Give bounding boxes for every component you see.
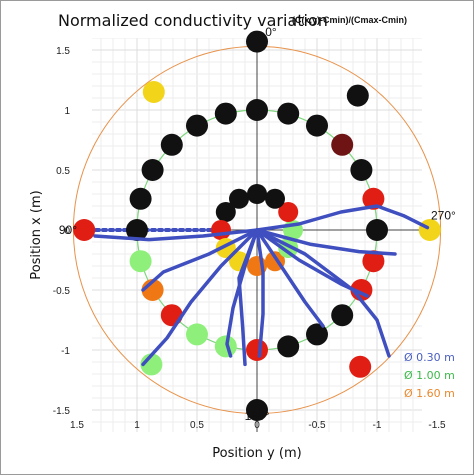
electrode-middle-15: [331, 304, 354, 327]
electrode-middle-14: [306, 323, 328, 346]
x-tick-label: 0: [254, 420, 260, 431]
chart-subtitle: (C(x,y)-Cmin)/(Cmax-Cmin): [292, 15, 408, 25]
electrode-outer-7: [246, 399, 268, 421]
electrode-middle-12: [246, 339, 268, 361]
electrode-inner-0: [247, 184, 267, 204]
legend-entry-2: Ø 1.60 m: [404, 387, 455, 400]
x-tick-label: -1: [373, 420, 382, 431]
y-tick-label: 0.5: [56, 166, 70, 177]
electrode-middle-23: [277, 102, 300, 125]
electrode-outer-1: [142, 81, 165, 103]
electrode-middle-17: [362, 250, 385, 273]
electrode-outer-3: [73, 219, 96, 241]
y-axis-label: Position x (m): [29, 190, 44, 279]
electrodes: [73, 30, 441, 421]
root-trace-2: [141, 228, 259, 367]
y-tick-label: 1.5: [56, 46, 70, 57]
electrode-middle-7: [129, 250, 152, 273]
angle-labels: 0° 90° 180° 270°: [59, 25, 456, 423]
electrode-middle-20: [350, 159, 373, 181]
root-trace-5: [237, 228, 259, 367]
electrode-middle-18: [366, 219, 388, 241]
y-tick-label: 1: [64, 106, 70, 117]
legend-entry-0: Ø 0.30 m: [404, 351, 455, 364]
electrode-outer-2: [346, 84, 369, 107]
x-tick-label: 0.5: [190, 420, 204, 431]
root-trace-9: [255, 204, 430, 232]
angle-label-1: 90°: [59, 223, 77, 237]
angle-label-0: 0°: [265, 25, 277, 39]
angle-label-2: 180°: [245, 409, 270, 423]
root-traces: [93, 204, 430, 367]
electrode-inner-10: [278, 202, 299, 222]
electrode-middle-11: [214, 335, 237, 358]
electrode-inner-1: [229, 188, 249, 209]
x-tick-label: -1.5: [428, 420, 446, 431]
electrode-middle-22: [306, 114, 328, 137]
electrode-middle-4: [141, 159, 164, 181]
angle-label-3: 270°: [431, 209, 456, 223]
electrode-middle-2: [186, 114, 208, 137]
y-tick-label: -0.5: [53, 286, 71, 297]
x-axis-label: Position y (m): [212, 446, 301, 461]
electrode-inner-11: [265, 188, 285, 209]
x-tick-label: 1.5: [70, 420, 84, 431]
y-tick-label: 0: [64, 226, 70, 237]
electrode-middle-6: [126, 219, 148, 241]
electrode-middle-19: [362, 187, 385, 210]
x-tick-label: 1: [134, 420, 140, 431]
electrode-middle-5: [129, 187, 152, 210]
chart-title: Normalized conductivity variation: [58, 11, 328, 30]
electrode-middle-1: [214, 102, 237, 125]
root-trace-1: [141, 228, 259, 292]
electrode-middle-10: [186, 323, 208, 346]
x-tick-label: -0.5: [308, 420, 326, 431]
electrode-middle-0: [246, 99, 268, 121]
root-trace-0: [93, 228, 259, 242]
tick-labels: 1.5 1 0.5 0 -0.5 -1 -1.5 1.5 1 0.5 0 -0.5 -1 -1.5: [53, 46, 446, 431]
root-trace-8: [255, 228, 397, 256]
electrode-inner-2: [215, 202, 236, 222]
electrode-middle-9: [160, 304, 183, 327]
root-trace-10: [255, 228, 391, 358]
electrode-middle-13: [277, 335, 300, 358]
electrode-inner-3: [211, 220, 231, 240]
legend: Ø 0.30 m Ø 1.00 m Ø 1.60 m: [404, 351, 455, 400]
y-tick-label: -1: [61, 346, 70, 357]
root-trace-4: [255, 228, 265, 358]
root-trace-6: [255, 228, 325, 328]
electrode-outer-0: [246, 30, 268, 53]
electrode-middle-3: [160, 133, 183, 156]
y-tick-label: -1.5: [53, 406, 71, 417]
electrode-outer-6: [349, 355, 372, 378]
legend-entry-1: Ø 1.00 m: [404, 369, 455, 382]
electrode-middle-21: [331, 133, 354, 156]
